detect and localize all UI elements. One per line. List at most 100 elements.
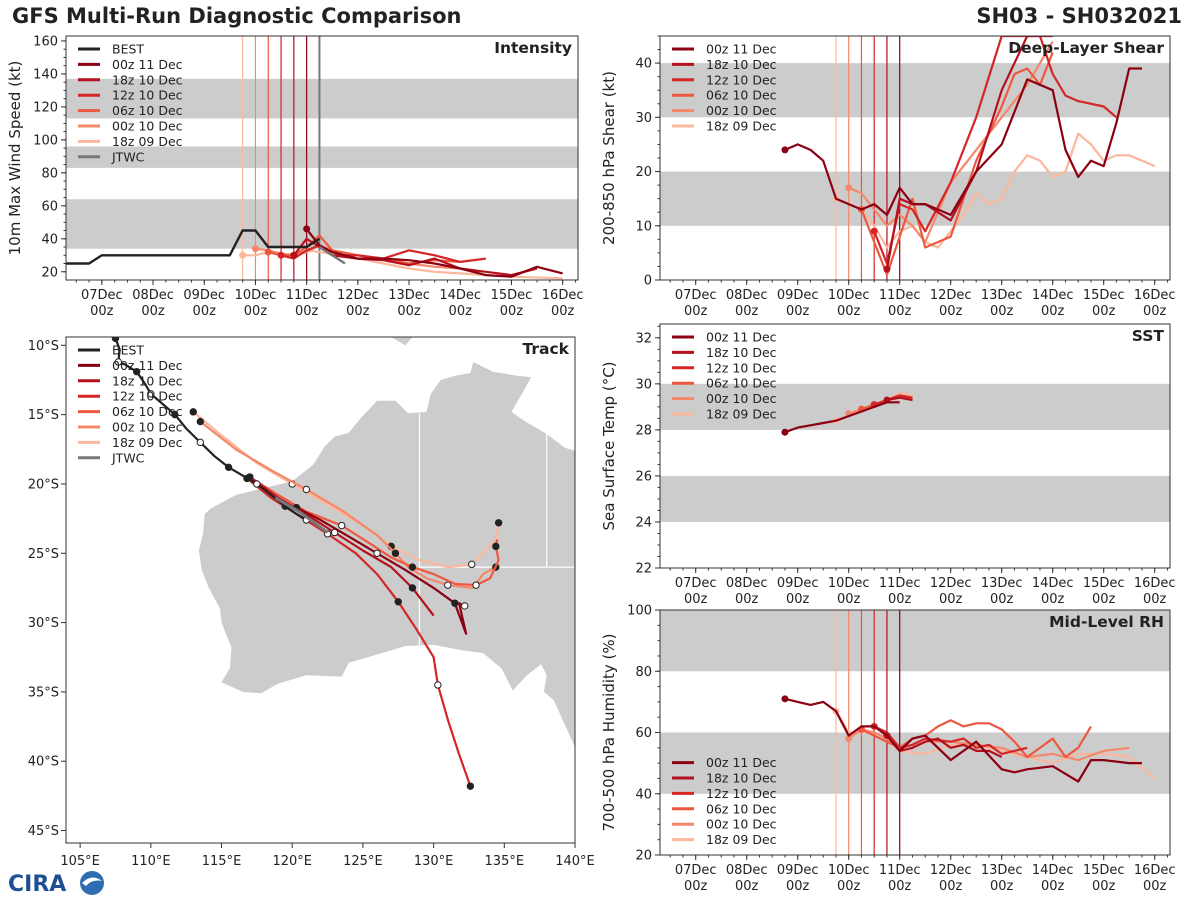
track-legend-label: 00z 11 Dec (112, 358, 183, 373)
shear-xtick-day: 10Dec (828, 288, 870, 303)
rh-legend-label: 12z 10 Dec (706, 786, 777, 801)
rh-ytick-label: 60 (635, 726, 652, 741)
track-best-marker (253, 480, 261, 488)
rh-band-1 (660, 610, 1170, 672)
track-ytick-label: 35°S (28, 685, 59, 700)
shear-ylabel: 200-850 hPa Shear (kt) (600, 71, 618, 245)
track-position-marker (373, 549, 381, 557)
sst-xtick-day: 11Dec (879, 576, 921, 591)
rh-xtick-day: 15Dec (1083, 863, 1125, 878)
intensity-legend-label: 18z 09 Dec (112, 134, 183, 149)
sst-ylabel: Sea Surface Temp (°C) (600, 361, 618, 530)
intensity-ytick-label: 60 (41, 199, 58, 214)
rh-xtick-hour: 00z (1092, 879, 1116, 894)
intensity-jtwc-track (318, 245, 346, 265)
rh-series (781, 695, 1156, 783)
rh-xtick-day: 10Dec (828, 863, 870, 878)
track-ytick-label: 10°S (28, 339, 59, 354)
track-xtick-label: 110°E (131, 854, 171, 869)
shear-xtick-hour: 00z (990, 304, 1014, 319)
track-position-marker (461, 602, 469, 610)
track-position-marker (468, 560, 476, 569)
shear-xtick-hour: 00z (939, 304, 963, 319)
track-position-marker (408, 563, 417, 571)
intensity-xtick-day: 14Dec (439, 288, 481, 303)
page-title: GFS Multi-Run Diagnostic Comparison (12, 4, 462, 28)
rh-ytick-label: 20 (635, 849, 652, 864)
track-xtick-label: 120°E (272, 854, 312, 869)
cira-logo: CIRA (8, 871, 104, 897)
sst-band-1 (660, 383, 1170, 430)
sst-xtick-day: 10Dec (828, 576, 870, 591)
intensity-series-line (292, 237, 538, 277)
track-xtick-label: 135°E (485, 854, 525, 869)
shear-xtick-day: 14Dec (1032, 288, 1074, 303)
intensity-xtick-day: 09Dec (183, 288, 225, 303)
track-position-marker (302, 485, 311, 494)
rh-ytick-label: 40 (635, 787, 652, 802)
shear-series-line (873, 36, 1118, 265)
sst-legend-label: 06z 10 Dec (706, 376, 777, 391)
intensity-xtick-day: 16Dec (542, 288, 584, 303)
shear-ytick-label: 40 (635, 57, 652, 72)
sst-title: SST (1132, 327, 1165, 345)
track-series-line (249, 476, 500, 587)
shear-series-line (885, 36, 1053, 270)
shear-series-line (835, 132, 1156, 249)
intensity-xtick-day: 07Dec (81, 288, 123, 303)
intensity-band-1 (66, 146, 578, 168)
rh-legend-label: 00z 11 Dec (706, 755, 777, 770)
shear-xtick-day: 12Dec (930, 288, 972, 303)
intensity-xtick-day: 08Dec (132, 288, 174, 303)
rh-series-line (873, 725, 1028, 755)
shear-legend-label: 18z 10 Dec (706, 57, 777, 72)
shear-xtick-day: 15Dec (1083, 288, 1125, 303)
rh-xtick-hour: 00z (888, 879, 912, 894)
shear-title: Deep-Layer Shear (1008, 39, 1164, 57)
shear-legend-label: 12z 10 Dec (706, 72, 777, 87)
rh-xtick-day: 07Dec (675, 863, 717, 878)
track-map (111, 337, 575, 790)
track-position-marker (444, 581, 452, 589)
sst-xtick-day: 16Dec (1134, 576, 1176, 591)
track-best-marker (224, 463, 233, 472)
shear-xtick-hour: 00z (1092, 304, 1116, 319)
track-ytick-label: 20°S (28, 477, 59, 492)
sst-xtick-hour: 00z (939, 592, 963, 607)
track-legend-label: 00z 10 Dec (112, 420, 183, 435)
sst-ytick-label: 22 (635, 562, 652, 577)
rh-xtick-day: 16Dec (1134, 863, 1176, 878)
intensity-legend-label: 00z 11 Dec (112, 57, 183, 72)
shear-legend-label: 00z 10 Dec (706, 103, 777, 118)
sst-xtick-hour: 00z (786, 592, 810, 607)
intensity-xtick-day: 10Dec (235, 288, 277, 303)
intensity-legend-label: 18z 10 Dec (112, 72, 183, 87)
sst-legend-label: 00z 11 Dec (706, 330, 777, 345)
intensity-xtick-hour: 00z (141, 304, 165, 319)
shear-xtick-day: 13Dec (981, 288, 1023, 303)
shear-series-marker (845, 184, 853, 192)
track-best-line (114, 338, 307, 521)
intensity-xtick-hour: 00z (500, 304, 524, 319)
sst-legend-label: 12z 10 Dec (706, 360, 777, 375)
rh-xtick-day: 14Dec (1032, 863, 1074, 878)
intensity-xtick-day: 15Dec (491, 288, 533, 303)
shear-xtick-day: 07Dec (675, 288, 717, 303)
intensity-xtick-hour: 00z (449, 304, 473, 319)
rh-xtick-hour: 00z (684, 879, 708, 894)
sst-series-marker (781, 428, 789, 436)
track-legend-label: 18z 10 Dec (112, 373, 183, 388)
shear-xtick-day: 11Dec (879, 288, 921, 303)
logo-globe-icon (80, 871, 104, 895)
sst-band-0 (660, 475, 1170, 522)
track-position-marker (451, 599, 459, 607)
intensity-ytick-label: 140 (33, 67, 58, 82)
intensity-frame (65, 35, 579, 281)
rh-xtick-hour: 00z (786, 879, 810, 894)
track-position-marker (494, 519, 503, 527)
shear-series-marker (781, 146, 789, 154)
track-legend-label: 06z 10 Dec (112, 404, 183, 419)
track-xtick-label: 115°E (202, 854, 242, 869)
rh-xtick-hour: 00z (939, 879, 963, 894)
track-legend-label: BEST (112, 343, 144, 358)
